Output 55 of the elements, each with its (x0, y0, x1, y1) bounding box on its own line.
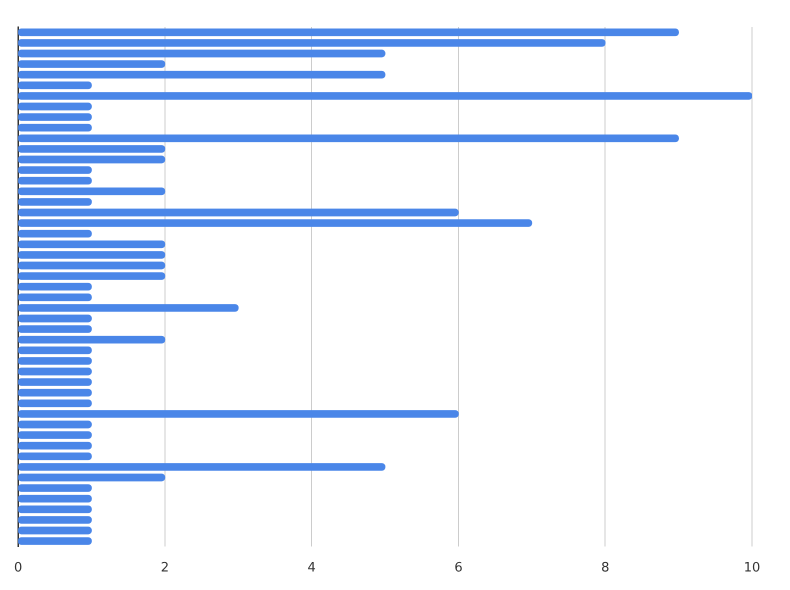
bar (18, 420, 92, 428)
x-tick-label: 0 (14, 560, 22, 576)
bar (18, 208, 459, 216)
bar (18, 516, 92, 524)
bar (18, 346, 92, 354)
bar (18, 484, 92, 492)
bar (18, 60, 166, 68)
bar (18, 452, 92, 460)
bar (18, 262, 166, 270)
bar (18, 442, 92, 450)
bar (18, 230, 92, 238)
bar (18, 92, 752, 100)
bar (18, 81, 92, 90)
bar (18, 336, 166, 344)
bar (18, 378, 92, 386)
bar (18, 70, 386, 79)
x-tick-label: 8 (601, 560, 610, 576)
bar (18, 39, 606, 47)
bar (18, 156, 166, 164)
bar (18, 388, 92, 397)
bar (18, 304, 239, 312)
bar (18, 166, 92, 174)
bar (18, 494, 92, 503)
bar (18, 537, 92, 545)
bar (18, 219, 532, 227)
bar (18, 28, 679, 36)
bar (18, 526, 92, 534)
bar (18, 113, 92, 121)
bar (18, 474, 166, 482)
x-tick-label: 4 (308, 560, 316, 576)
bar (18, 124, 92, 132)
bar (18, 240, 166, 248)
bar (18, 134, 679, 142)
bar (18, 282, 92, 291)
x-tick-label: 2 (160, 560, 170, 576)
bar (18, 357, 92, 365)
bar (18, 505, 92, 514)
bar (18, 272, 166, 280)
bar (18, 198, 92, 206)
bar (18, 187, 166, 196)
bar (18, 314, 92, 322)
bar (18, 325, 92, 333)
bar (18, 251, 166, 259)
bar (18, 50, 386, 58)
bar (18, 463, 386, 471)
bar (18, 176, 92, 185)
bar (18, 410, 459, 418)
x-tick-label: 10 (744, 560, 760, 576)
x-tick-label: 6 (454, 560, 463, 576)
bar (18, 102, 92, 110)
bar (18, 368, 92, 376)
bar (18, 431, 92, 439)
bar (18, 145, 166, 153)
bar (18, 293, 92, 302)
bar (18, 399, 92, 408)
